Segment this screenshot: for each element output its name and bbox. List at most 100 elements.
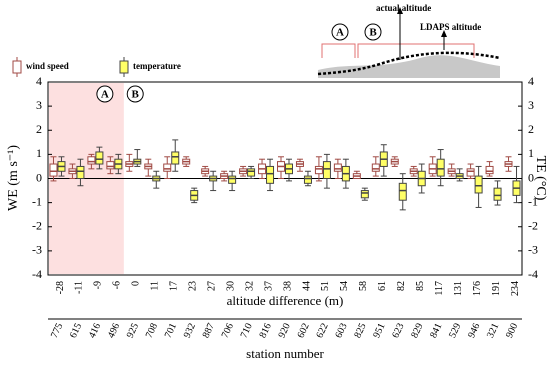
- box: [466, 168, 475, 177]
- y2-tick-label: -3: [528, 243, 538, 257]
- box: [247, 168, 256, 177]
- box: [266, 165, 275, 184]
- region-bracket: [321, 43, 475, 58]
- box: [333, 163, 342, 172]
- x2-tick-label: 946: [466, 322, 482, 340]
- x-tick-label: 38: [282, 281, 293, 291]
- box: [360, 190, 369, 199]
- box: [49, 163, 58, 177]
- x-tick-label: 61: [377, 281, 388, 291]
- x2-tick-label: 496: [106, 322, 122, 340]
- schematic: A B actual altitude LDAPS altitude: [317, 3, 501, 78]
- x-tick-label: -28: [55, 281, 66, 294]
- x2-axis-label: station number: [246, 346, 324, 361]
- x-tick-label: -9: [93, 281, 104, 289]
- legend-label: wind speed: [26, 61, 69, 71]
- x-tick-label: 0: [131, 281, 142, 286]
- legend-label: temperature: [133, 61, 181, 71]
- x-tick-label: 234: [510, 281, 521, 296]
- annotation: A: [336, 27, 344, 39]
- box: [163, 163, 172, 172]
- annotation: LDAPS altitude: [420, 22, 481, 32]
- x2-tick-label: 615: [68, 322, 84, 340]
- y-tick-label: 2: [36, 122, 42, 136]
- x-tick-label: -6: [112, 281, 123, 289]
- y-tick-label: -2: [32, 219, 42, 233]
- x-tick-label: 58: [358, 281, 369, 291]
- y2-tick-label: -2: [528, 219, 538, 233]
- x-tick-label: 37: [263, 281, 274, 291]
- x2-tick-label: 321: [485, 322, 501, 340]
- annotation: A: [101, 89, 109, 101]
- annotation-circle: [364, 23, 382, 41]
- box: [171, 151, 180, 165]
- x2-tick-label: 900: [504, 322, 520, 340]
- annotation-circle: [96, 85, 114, 103]
- y-tick-label: 0: [36, 170, 42, 184]
- x-tick-label: 85: [415, 281, 426, 291]
- annotation-circle: [126, 85, 144, 103]
- box: [95, 151, 104, 165]
- box: [228, 175, 237, 184]
- x-tick-label: 131: [453, 281, 464, 296]
- x2-tick-label: 529: [447, 322, 463, 340]
- box: [436, 158, 445, 177]
- x2-tick-label: 602: [295, 322, 311, 340]
- box: [371, 163, 380, 172]
- x2-tick-label: 416: [87, 322, 103, 340]
- x-tick-label: 27: [206, 281, 217, 291]
- x-tick-label: 11: [150, 281, 161, 291]
- x-tick-label: 191: [491, 281, 502, 296]
- x2-tick-label: 841: [428, 322, 444, 340]
- x-tick-label: 82: [396, 281, 407, 291]
- box: [106, 161, 115, 170]
- x2-tick-label: 920: [276, 322, 292, 340]
- arrow-head: [441, 30, 447, 37]
- annotation: actual altitude: [376, 3, 431, 13]
- x2-tick-label: 622: [314, 322, 330, 340]
- x-axis-label: altitude difference (m): [227, 293, 344, 308]
- x2-tick-label: 887: [201, 322, 217, 340]
- box: [322, 161, 331, 180]
- x2-tick-label: 925: [125, 322, 141, 340]
- y2-tick-label: -4: [528, 267, 538, 281]
- y-tick-label: -3: [32, 243, 42, 257]
- x-tick-label: 30: [225, 281, 236, 291]
- x-tick-label: 54: [339, 281, 350, 291]
- legend-box: [119, 60, 129, 74]
- y2-tick-label: 4: [528, 74, 534, 88]
- x2-tick-label: 816: [258, 322, 274, 340]
- y2-tick-label: 1: [528, 146, 534, 160]
- x2-tick-label: 701: [163, 322, 179, 340]
- y2-axis-label: TE (°C): [533, 156, 548, 201]
- x-tick-label: 176: [472, 281, 483, 296]
- terrain: [318, 55, 500, 78]
- x2-tick-label: 932: [182, 322, 198, 340]
- box: [398, 182, 407, 201]
- y-tick-label: -4: [32, 267, 42, 281]
- x2-tick-label: 710: [239, 322, 255, 340]
- x2-tick-label: 829: [409, 322, 425, 340]
- x-tick-label: -11: [74, 281, 85, 294]
- x2-tick-label: 825: [352, 322, 368, 340]
- x2-tick-label: 623: [390, 322, 406, 340]
- x-tick-label: 32: [244, 281, 255, 291]
- box: [303, 175, 312, 184]
- annotation: B: [369, 27, 377, 39]
- y2-tick-label: 3: [528, 98, 534, 112]
- arrow-head: [397, 7, 403, 14]
- x2-tick-label: 706: [220, 322, 236, 340]
- x-tick-label: 44: [301, 281, 312, 291]
- x-tick-label: 117: [434, 281, 445, 296]
- box: [87, 156, 96, 165]
- y-tick-label: 4: [36, 74, 42, 88]
- y-axis-label: WE (m s⁻¹): [6, 145, 21, 211]
- annotation-circle: [331, 23, 349, 41]
- box: [76, 165, 85, 179]
- y-tick-label: 1: [36, 146, 42, 160]
- box: [493, 187, 502, 201]
- x2-tick-label: 708: [144, 322, 160, 340]
- y2-tick-label: 2: [528, 122, 534, 136]
- y2-tick-label: 0: [528, 170, 534, 184]
